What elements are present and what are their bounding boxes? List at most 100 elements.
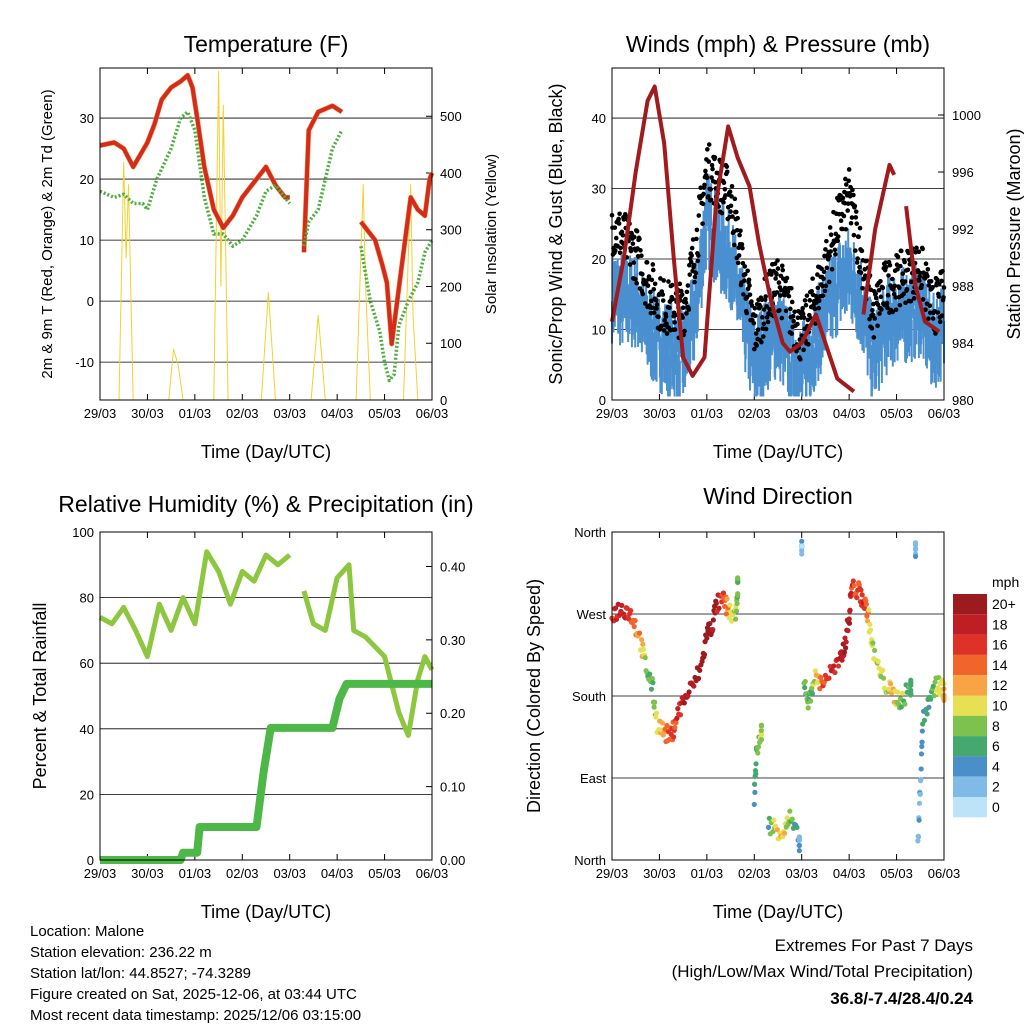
wind-gust-point [875,323,880,329]
wind-gust-point [661,328,667,333]
wind-direction-point [867,621,873,627]
wind-gust-point [893,295,898,300]
wind-direction-point [872,647,878,654]
y-tick-label: 0 [87,853,94,868]
wind-direction-point [671,734,677,740]
wind-gust-point [916,249,922,255]
wind-direction-point [753,761,759,767]
wind-direction-point [875,658,881,665]
wind-gust-point [677,281,683,287]
wind-gust-point [763,326,769,332]
wind-gust-point [631,234,637,240]
wind-gust-point [680,305,686,310]
wind-gust-point [857,225,863,231]
y2-tick-label: 0 [440,393,447,408]
wind-direction-point [794,824,800,831]
wind-gust-point [696,253,701,258]
wind-gust-point [673,312,678,318]
wind-gust-point [708,197,714,203]
wind-gust-point [816,305,822,311]
wind-gust-point [917,274,923,279]
wind-direction-point [861,605,868,612]
wind-direction-point [796,842,802,848]
y2-tick-label: 500 [440,109,462,124]
wind-gust-point [935,310,941,315]
wind-direction-point [936,691,943,697]
wind-gust-point [923,307,928,312]
temperature-ylabel: 2m & 9m T (Red, Orange) & 2m Td (Green) [39,89,56,378]
wind-gust-point [826,279,832,285]
wind-direction-point [826,675,832,681]
wind-direction-point [848,590,854,596]
wind-gust-point [887,262,893,268]
data-layer [609,84,947,397]
wind-direction-point [724,596,730,602]
wind-gust-point [914,245,919,251]
wind-gust-point [862,273,868,278]
wind-gust-point [855,256,860,261]
wind-gust-point [925,266,931,272]
wind-gust-point [936,294,942,299]
wind-gust-point [702,182,707,188]
y-tick-label: 0 [599,393,606,408]
wind-direction-point [818,674,824,681]
wind-direction-point [765,824,772,830]
wind-gust-point [719,210,725,216]
y-tick-label: West [577,607,607,622]
wind-direction-point [640,641,646,647]
x-tick-label: 01/03 [691,866,724,881]
legend-label: 14 [992,657,1008,673]
x-tick-label: 06/03 [416,866,449,881]
wind-gust-point [683,300,689,305]
wind-gust-point [631,260,637,265]
wind-gust-point [767,268,773,274]
wind-gust-point [880,285,886,291]
wind-gust-point [650,267,656,273]
wind-gust-point [897,285,902,291]
wind-gust-point [753,331,759,336]
wind-gust-point [672,327,678,332]
extremes-values: 36.8/-7.4/28.4/0.24 [830,989,973,1008]
recent-timestamp-text: Most recent data timestamp: 2025/12/06 0… [30,1007,361,1024]
wind-gust-point [927,303,933,309]
wind-gust-point [709,175,714,180]
wind-gust-point [803,302,809,308]
wind-gust-point [860,285,865,291]
wind-gust-point [777,308,782,313]
y-tick-label: 40 [592,111,606,126]
wind-gust-point [845,201,851,206]
y-tick-label: East [580,771,606,786]
wind-gust-point [873,291,879,296]
wind-gust-point [724,164,730,169]
wind-gust-point [846,167,852,172]
wind-gust-point [764,304,769,309]
wind-gust-point [706,142,712,147]
wind-direction-point [802,684,808,691]
wind-gust-point [848,220,854,226]
wind-gust-point [898,263,903,269]
wind-gust-point [901,291,906,297]
wind-gust-point [789,299,795,305]
wind-gust-point [613,235,619,241]
wind-direction-point [799,543,805,549]
wind-gust-point [742,278,747,283]
wind-gust-point [879,307,884,312]
wind-direction-point [774,827,781,833]
wind-direction-point [796,848,802,854]
y2-tick-label: 0.10 [440,780,465,795]
wind-gust-point [649,277,655,283]
wind-gust-point [828,249,833,254]
wind-direction-ylabel: Direction (Colored By Speed) [524,579,544,813]
wind-gust-point [627,262,633,267]
wind-direction-point [915,834,922,840]
wind-direction-point [858,587,864,593]
wind-gust-point [733,209,739,215]
wind-direction-point [919,743,925,750]
wind-direction-point [899,690,906,696]
wind-gust-point [769,272,774,277]
wind-gust-point [815,272,820,277]
winds-xlabel: Time (Day/UTC) [713,442,843,462]
wind-gust-point [749,303,755,308]
wind-gust-point [751,346,757,352]
